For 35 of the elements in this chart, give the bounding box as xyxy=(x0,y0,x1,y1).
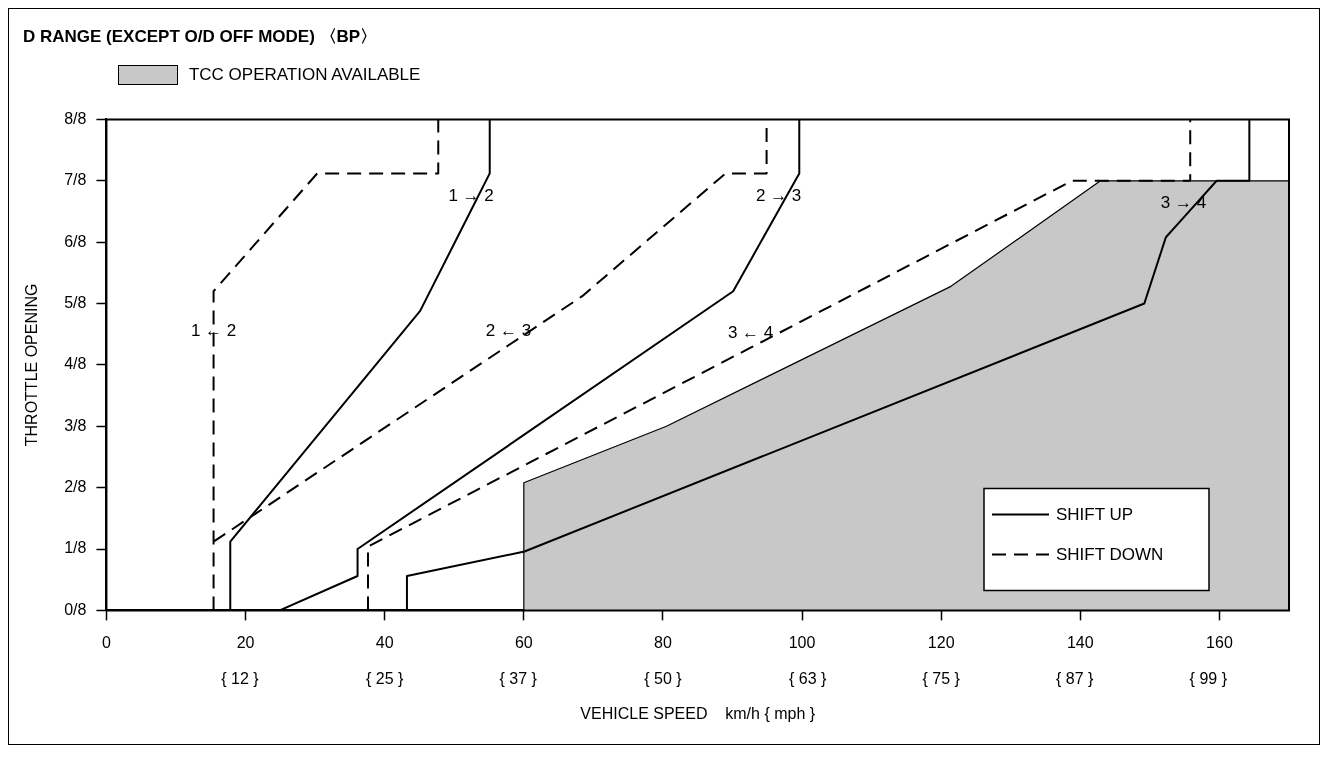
x-tick-label: 140 xyxy=(1066,634,1094,652)
y-tick-label: 2/8 xyxy=(64,478,87,496)
legend-label: SHIFT DOWN xyxy=(1056,545,1164,565)
x-tick-label: 100 xyxy=(788,634,816,652)
y-tick-label: 6/8 xyxy=(64,232,87,250)
y-tick-label: 4/8 xyxy=(64,355,87,373)
x2-tick-label: { 87 } xyxy=(1056,669,1095,687)
y-tick-label: 5/8 xyxy=(64,293,87,311)
x2-tick-label: { 12 } xyxy=(221,669,260,687)
x-tick-label: 40 xyxy=(375,634,394,652)
x2-tick-label: { 25 } xyxy=(366,669,405,687)
x2-tick-label: { 99 } xyxy=(1189,669,1228,687)
x-tick-label: 0 xyxy=(101,634,111,652)
x-tick-label: 80 xyxy=(654,634,672,652)
y-tick-label: 1/8 xyxy=(64,539,87,557)
y-axis-title: THROTTLE OPENING xyxy=(23,283,41,447)
annotation: 2 → 3 xyxy=(755,185,802,205)
annotation: 1 → 2 xyxy=(448,185,494,205)
x-tick-label: 120 xyxy=(927,634,955,652)
y-tick-label: 7/8 xyxy=(64,171,87,189)
y-tick-label: 0/8 xyxy=(64,600,87,618)
x2-tick-label: { 50 } xyxy=(644,669,683,687)
x-axis-title: VEHICLE SPEED km/h { mph } xyxy=(580,704,816,722)
x2-tick-label: { 75 } xyxy=(922,669,961,687)
annotation: 3 ← 4 xyxy=(727,323,774,343)
x-tick-label: 20 xyxy=(236,634,255,652)
x2-tick-label: { 63 } xyxy=(788,669,827,687)
x2-tick-label: { 37 } xyxy=(499,669,538,687)
x-tick-label: 160 xyxy=(1206,634,1233,652)
x-tick-label: 60 xyxy=(514,634,533,652)
text: TCC OPERATION AVAILABLE xyxy=(188,65,421,85)
legend-label: SHIFT UP xyxy=(1056,505,1134,525)
chart-title: D RANGE (EXCEPT O/D OFF MODE) 〈BP〉 xyxy=(23,26,378,46)
y-tick-label: 3/8 xyxy=(64,416,87,434)
y-tick-label: 8/8 xyxy=(64,109,87,127)
